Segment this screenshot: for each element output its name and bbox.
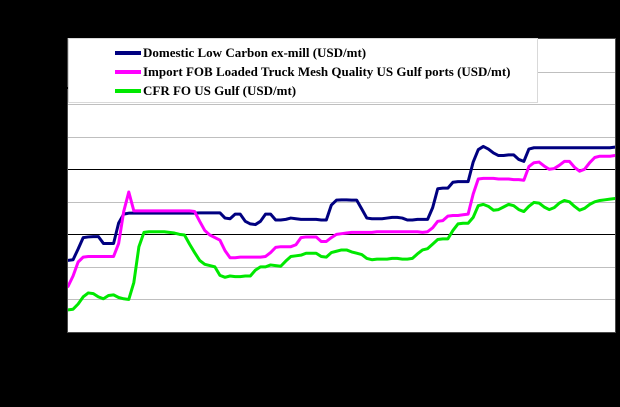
gridline	[68, 202, 615, 203]
gridline	[68, 137, 615, 138]
series-lines	[68, 144, 615, 312]
gridline	[68, 299, 615, 300]
legend-label-cfr-fo: CFR FO US Gulf (USD/mt)	[143, 83, 297, 98]
series-line-0	[68, 144, 615, 262]
legend-swatch-green	[115, 88, 141, 93]
chart-legend: Domestic Low Carbon ex-mill (USD/mt) Imp…	[68, 38, 538, 103]
gridline	[68, 104, 615, 105]
legend-label-domestic: Domestic Low Carbon ex-mill (USD/mt)	[143, 45, 367, 60]
legend-label-import-fob: Import FOB Loaded Truck Mesh Quality US …	[143, 64, 511, 79]
y-axis-tick	[61, 87, 68, 89]
gridline	[68, 169, 615, 170]
legend-item-domestic: Domestic Low Carbon ex-mill (USD/mt)	[69, 43, 537, 62]
legend-item-import-fob: Import FOB Loaded Truck Mesh Quality US …	[69, 62, 537, 81]
legend-swatch-magenta	[115, 69, 141, 74]
series-line-2	[68, 197, 615, 312]
legend-swatch-navy	[115, 50, 141, 55]
gridline	[68, 267, 615, 268]
series-line-1	[68, 154, 615, 288]
legend-item-cfr-fo: CFR FO US Gulf (USD/mt)	[69, 81, 537, 100]
